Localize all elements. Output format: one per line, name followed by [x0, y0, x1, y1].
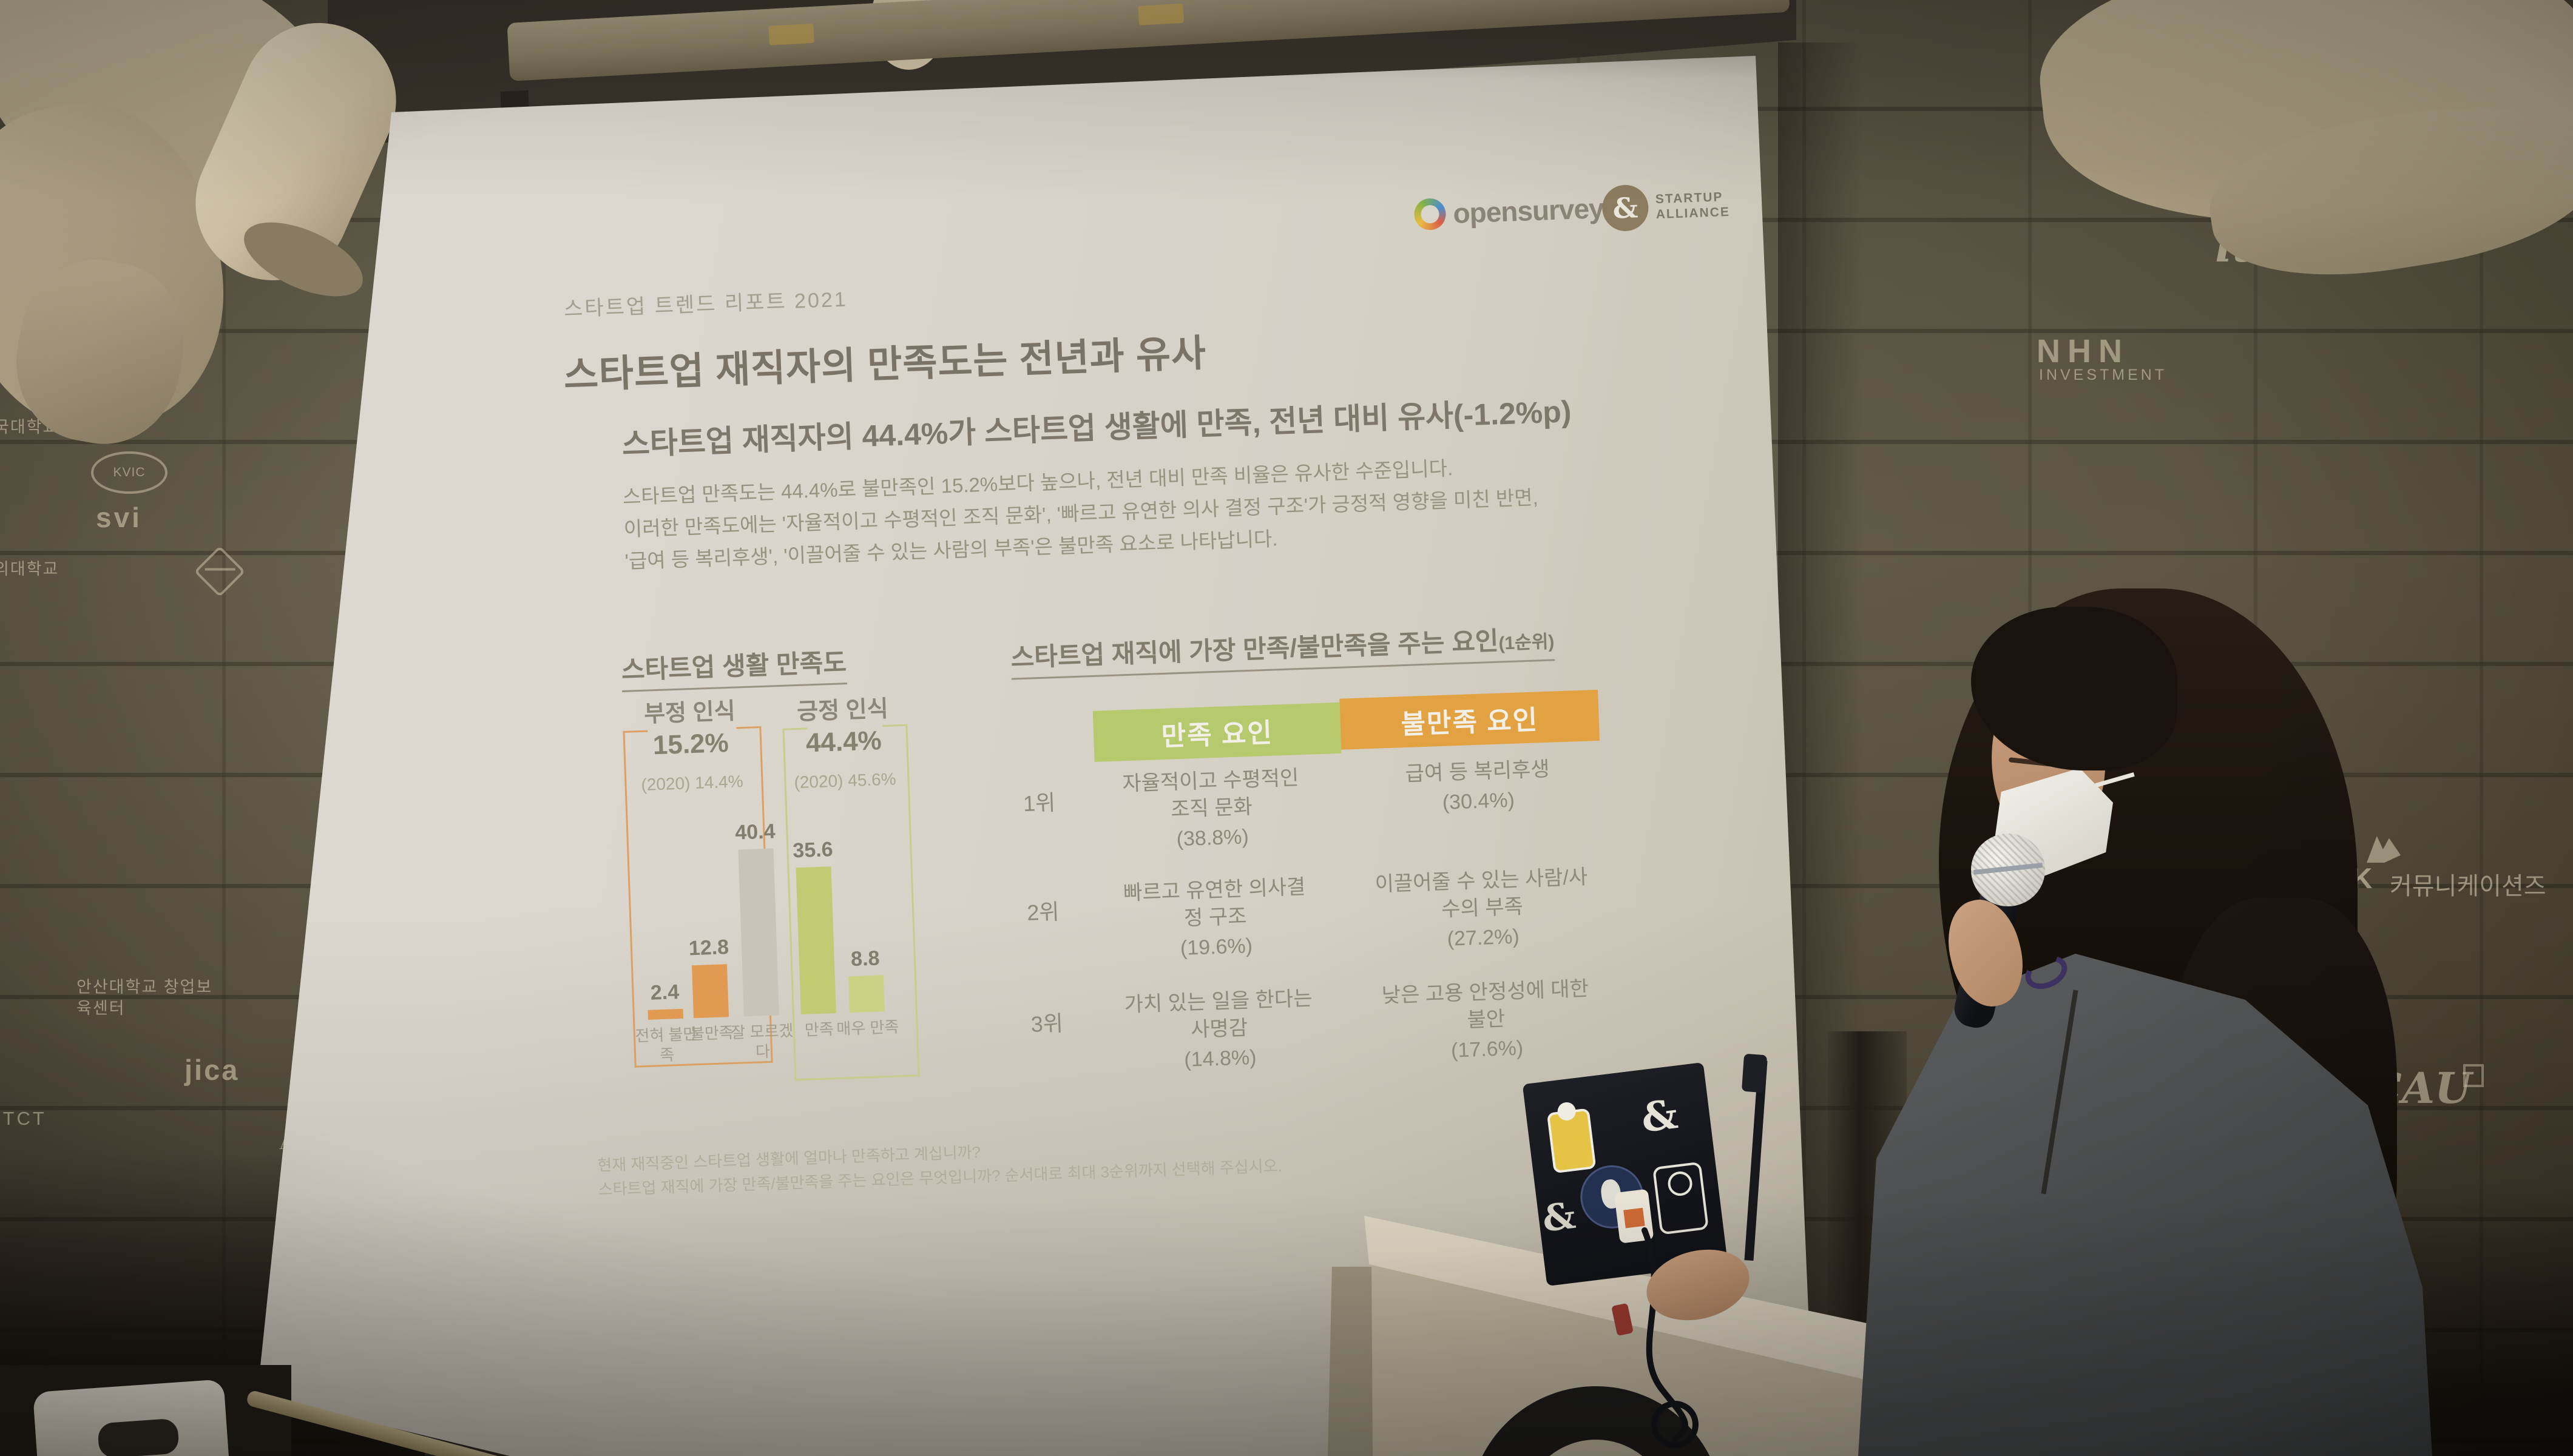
- opensurvey-logo: opensurvey: [1413, 192, 1604, 231]
- bar-0: 2.4 전혀 불만족: [635, 815, 698, 1064]
- factor-pct: (30.4%): [1442, 788, 1515, 814]
- wall-logo-univ-partial-2: 의대학교: [0, 560, 59, 578]
- chart-title: 스타트업 생활 만족도: [620, 642, 848, 693]
- slide-title: 스타트업 재직자의 만족도는 전년과 유사: [563, 332, 1208, 397]
- presenter-hair: [1971, 607, 2177, 770]
- ampersand-sticker: &: [1540, 1194, 1578, 1241]
- bar-value-label: 2.4: [650, 980, 680, 1005]
- wall-logo-nhn: NHN: [2037, 333, 2129, 369]
- wall-logo-itct-partial: ITCT: [0, 1108, 47, 1129]
- chart-bars: 2.4 전혀 불만족 12.8 불만족 40.4 잘 모르겠다 35.6 만족 8.8 매우 만족: [629, 807, 908, 1064]
- startup-alliance-line2: ALLIANCE: [1655, 204, 1731, 222]
- opensurvey-swirl-icon: [1413, 198, 1447, 231]
- wall-logo-svi: svi: [96, 502, 142, 533]
- wall-logo-sk-communications: 커뮤니케이션즈: [2390, 873, 2546, 900]
- tape-mark: [768, 23, 814, 46]
- tape-mark: [1138, 3, 1185, 25]
- startup-alliance-wordmark: STARTUP ALLIANCE: [1655, 189, 1730, 222]
- table-row: 2위 빠르고 유연한 의사결정 구조 (19.6%) 이끌어줄 수 있는 사람/사…: [1014, 863, 1620, 960]
- chart-group-negative: 부정 인식 15.2% (2020) 14.4%: [621, 691, 773, 1068]
- satisfaction-factor: 빠르고 유연한 의사결정 구조 (19.6%): [1117, 874, 1314, 965]
- group-label: 긍정 인식: [796, 696, 889, 725]
- slide-body: 스타트업 만족도는 44.4%로 불만족인 15.2%보다 높으나, 전년 대비…: [622, 447, 1596, 578]
- rank-label: 3위: [1030, 1011, 1064, 1037]
- factor-text: 가치 있는 일을 한다는 사명감: [1124, 986, 1313, 1042]
- wall-logo-jica: jica: [184, 1054, 240, 1086]
- podium-mic-clip: [1741, 1053, 1768, 1093]
- bar-rect: [796, 866, 836, 1015]
- factor-pct: (19.6%): [1180, 934, 1253, 960]
- column-header-satisfaction: 만족 요인: [1092, 702, 1342, 762]
- factor-pct: (27.2%): [1447, 925, 1520, 951]
- group-value: 15.2%: [652, 727, 729, 761]
- bar-1: 12.8 불만족: [686, 814, 734, 1043]
- satisfaction-factor: 자율적이고 수평적인 조직 문화 (38.8%): [1113, 764, 1310, 855]
- chair-handle-hole: [97, 1418, 180, 1456]
- dissatisfaction-factor: 급여 등 복리후생 (30.4%): [1362, 754, 1594, 819]
- wall-logo-nhn-investment: INVESTMENT: [2039, 366, 2168, 383]
- ranking-title-text: 스타트업 재직에 가장 만족/불만족을 주는 요인: [1010, 626, 1500, 672]
- table-row: 3위 가치 있는 일을 한다는 사명감 (14.8%) 낮은 고용 안정성에 대한…: [1018, 974, 1624, 1071]
- factor-text: 자율적이고 수평적인 조직 문화: [1121, 766, 1299, 821]
- slide-footnotes: 현재 재직중인 스타트업 생활에 얼마나 만족하고 계십니까? 스타트업 재직에…: [597, 1130, 1283, 1202]
- factor-pct: (17.6%): [1450, 1036, 1524, 1062]
- bar-4: 8.8 매우 만족: [836, 808, 899, 1039]
- kvic-label: KVIC: [113, 465, 146, 479]
- bar-rect: [738, 848, 779, 1017]
- bar-value-label: 12.8: [688, 935, 729, 960]
- opensurvey-wordmark: opensurvey: [1452, 192, 1604, 229]
- podium-side-face: [1328, 1267, 1380, 1456]
- ampersand-icon: &: [1601, 184, 1649, 232]
- slide-report-label: 스타트업 트렌드 리포트 2021: [563, 288, 848, 321]
- group-value: 44.4%: [805, 726, 882, 758]
- bar-rect: [848, 975, 885, 1013]
- column-header-dissatisfaction: 불만족 요인: [1339, 689, 1600, 750]
- dissatisfaction-factor: 이끌어줄 수 있는 사람/사수의 부족 (27.2%): [1365, 863, 1599, 956]
- factor-pct: (14.8%): [1183, 1045, 1257, 1072]
- bar-2: 40.4 잘 모르겠다: [731, 812, 794, 1060]
- wall-logo-kvic: KVIC: [91, 451, 167, 494]
- bar-category-label: 매우 만족: [836, 1017, 899, 1039]
- wall-logo-ansan-incubator: 안산대학교 창업보육센터: [76, 978, 213, 1017]
- chart-group-positive: 긍정 인식 44.4% (2020) 45.6%: [781, 689, 920, 1081]
- bar-value-label: 8.8: [850, 946, 881, 971]
- rank-label: 1위: [1023, 790, 1056, 817]
- factor-text: 빠르고 유연한 의사결정 구조: [1123, 875, 1306, 930]
- dissatisfaction-factor: 낮은 고용 안정성에 대한 불안 (17.6%): [1370, 975, 1603, 1067]
- factor-text: 급여 등 복리후생: [1405, 757, 1550, 786]
- group-label: 부정 인식: [643, 698, 736, 727]
- bar-rect: [691, 964, 729, 1019]
- factor-text: 낮은 고용 안정성에 대한 불안: [1381, 977, 1589, 1032]
- bar-value-label: 35.6: [792, 838, 834, 863]
- startup-alliance-logo: & STARTUP ALLIANCE: [1601, 181, 1731, 232]
- bar-value-label: 40.4: [734, 820, 776, 844]
- ampersand-sticker: &: [1638, 1090, 1680, 1142]
- ranking-title: 스타트업 재직에 가장 만족/불만족을 주는 요인(1순위): [1010, 618, 1555, 680]
- bar-3: 35.6 만족: [792, 810, 836, 1039]
- factor-pct: (38.8%): [1176, 825, 1249, 851]
- laptop-sticker-character: [1546, 1108, 1597, 1174]
- cau-square-icon: [2463, 1064, 2484, 1087]
- bar-rect: [647, 1008, 684, 1020]
- rank-label: 2위: [1026, 899, 1060, 925]
- factor-text: 이끌어줄 수 있는 사람/사수의 부족: [1374, 865, 1588, 922]
- ranking-title-suffix: (1순위): [1498, 632, 1555, 654]
- satisfaction-factor: 가치 있는 일을 한다는 사명감 (14.8%): [1121, 985, 1318, 1076]
